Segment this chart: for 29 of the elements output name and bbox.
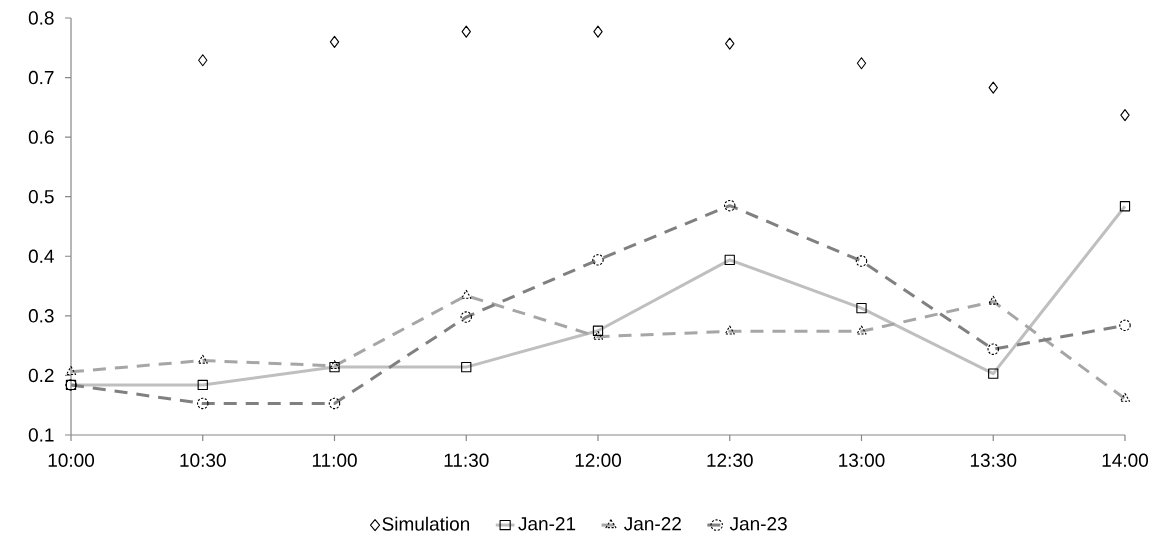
y-tick-label: 0.5 (28, 189, 54, 204)
y-tick-label: 0.2 (28, 368, 54, 383)
legend-label: Simulation (382, 516, 470, 531)
point (593, 25, 603, 38)
x-tick-label: 11:30 (444, 453, 489, 467)
legend-label: Jan-23 (729, 517, 787, 531)
y-tick-label: 0.7 (28, 70, 54, 85)
x-tick-label: 14:00 (1102, 453, 1149, 467)
point (329, 35, 340, 48)
point (856, 57, 867, 70)
legend-label: Jan-21 (518, 517, 576, 531)
y-tick-label: 0.6 (28, 130, 54, 144)
x-tick-label: 11:00 (312, 453, 357, 467)
point (725, 37, 735, 50)
x-tick-label: 13:00 (839, 453, 885, 467)
point (461, 25, 471, 38)
x-tick-label: 13:30 (970, 453, 1017, 467)
legend-label: Jan-22 (624, 517, 681, 531)
point (1120, 109, 1130, 122)
x-tick-label: 10:00 (48, 453, 95, 467)
point (988, 81, 998, 94)
y-tick-label: 0.3 (28, 309, 54, 323)
y-tick-label: 0.4 (28, 249, 54, 263)
x-tick-label: 10:30 (180, 453, 226, 467)
point (198, 54, 208, 67)
y-tick-label: 0.8 (28, 11, 54, 25)
x-tick-label: 12:30 (707, 453, 753, 467)
y-tick-label: 0.1 (28, 428, 54, 442)
x-tick-label: 12:00 (575, 453, 622, 467)
